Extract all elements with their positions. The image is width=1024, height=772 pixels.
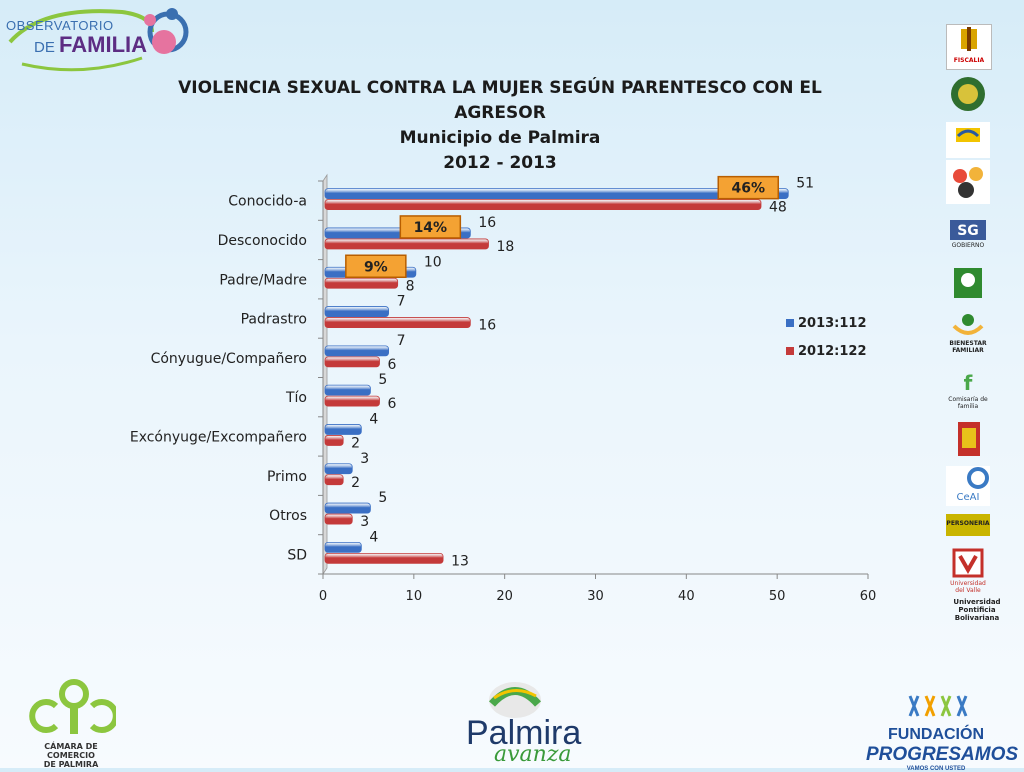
data-label: 2 [351, 435, 360, 451]
bar-2012 [324, 317, 471, 328]
bar-2012 [324, 238, 489, 250]
bar-2012 [324, 277, 399, 289]
bienestar-familiar-logo: BIENESTAR FAMILIAR [946, 312, 990, 356]
x-tick-label: 40 [678, 589, 695, 604]
percent-callout-text: 9% [364, 259, 388, 275]
logo-text-line2: DE FAMILIA [34, 32, 148, 57]
category-label: Padrastro [241, 312, 307, 328]
institution-logo-4 [946, 160, 990, 204]
data-label: 4 [369, 411, 378, 427]
data-label: 16 [478, 215, 496, 231]
institution-logo-6 [946, 266, 990, 300]
x-tick-label: 30 [587, 589, 604, 604]
bar-2012 [324, 513, 353, 525]
bar-2013 [324, 188, 789, 200]
data-label: 18 [497, 239, 515, 255]
bar-2013 [324, 306, 389, 317]
chart-subtitle-years: 2012 - 2013 [443, 153, 557, 173]
bar-2013 [324, 541, 362, 553]
palmira-avanza-logo: Palmira avanza [460, 674, 581, 768]
data-label: 13 [451, 553, 469, 569]
data-label: 16 [478, 318, 496, 334]
bar-2012 [324, 474, 344, 486]
bar-2013 [324, 502, 371, 514]
category-label: Padre/Madre [219, 272, 307, 288]
category-label: Conocido-a [228, 194, 307, 210]
category-label: Desconocido [218, 233, 307, 249]
chart-subtitle-municipio: Municipio de Palmira [399, 128, 601, 148]
svg-text:f: f [964, 371, 973, 394]
bar-2012 [324, 395, 380, 407]
data-label: 5 [378, 372, 387, 388]
bar-2012 [324, 435, 344, 446]
institution-logo-3 [946, 122, 990, 158]
percent-callout [399, 215, 462, 239]
percent-callout-text: 14% [414, 220, 448, 236]
data-label: 3 [360, 514, 369, 530]
legend-label: 2012:122 [798, 344, 867, 359]
data-label: 8 [406, 278, 415, 294]
data-label: 6 [388, 357, 397, 373]
bar-2013 [324, 384, 371, 396]
bar-2012 [324, 199, 762, 211]
data-label: 4 [369, 529, 378, 545]
percent-callout [345, 254, 407, 278]
svg-text:SG: SG [957, 223, 979, 239]
upb-logo: Universidad Pontificia Bolivariana [953, 598, 1001, 622]
fiscalia-logo: FISCALIA [946, 24, 992, 70]
data-label: 7 [397, 294, 406, 310]
percent-callout-text: 46% [731, 181, 765, 197]
data-label: 5 [378, 490, 387, 506]
bar-2013 [324, 424, 362, 435]
comisaria-logo: f Comisaría de familia [948, 371, 988, 410]
bar-2013 [324, 463, 353, 475]
data-label: 7 [397, 333, 406, 349]
category-label: Excónyuge/Excompañero [130, 429, 307, 445]
observatorio-logo: OBSERVATORIO DE FAMILIA [2, 2, 192, 74]
data-label: 6 [388, 396, 397, 412]
chart-title: VIOLENCIA SEXUAL CONTRA LA MUJER SEGÚN P… [178, 78, 822, 123]
policia-logo [946, 74, 990, 114]
category-label: Otros [269, 508, 307, 524]
bar-2012 [324, 552, 444, 564]
category-label: Primo [267, 469, 307, 485]
logo-text-line1: OBSERVATORIO [6, 18, 114, 33]
casa-de-justicia-logo [946, 418, 990, 458]
data-label: 51 [796, 176, 814, 192]
camara-comercio-logo: CÁMARA DE COMERCIO DE PALMIRA [26, 676, 119, 769]
legend-label: 2013:112 [798, 316, 867, 331]
univalle-logo: Universidad del Valle [946, 548, 990, 594]
data-label: 2 [351, 475, 360, 491]
category-label: SD [287, 547, 307, 563]
personeria-logo: PERSONERIA [946, 514, 990, 536]
percent-callout [717, 175, 779, 200]
data-label: 10 [424, 254, 442, 270]
x-tick-label: 20 [496, 589, 513, 604]
category-label: Cónyugue/Compañero [151, 351, 307, 367]
legend-swatch [786, 319, 794, 327]
x-tick-label: 0 [319, 589, 327, 604]
data-label: 48 [769, 200, 787, 216]
legend-swatch [786, 347, 794, 355]
category-label: Tío [285, 390, 307, 406]
fundacion-progresamos-logo: FUNDACIÓN PROGRESAMOS VAMOS CON USTED [866, 692, 1018, 772]
bar-2013 [324, 345, 389, 357]
bar-2012 [324, 356, 380, 368]
data-label: 3 [360, 451, 369, 467]
ceai-logo: CeAI [946, 466, 990, 506]
chart-title-block: VIOLENCIA SEXUAL CONTRA LA MUJER SEGÚN P… [130, 76, 870, 176]
x-tick-label: 10 [406, 589, 423, 604]
gobierno-logo: SG GOBIERNO [946, 218, 990, 252]
x-tick-label: 50 [769, 589, 786, 604]
x-tick-label: 60 [860, 589, 877, 604]
